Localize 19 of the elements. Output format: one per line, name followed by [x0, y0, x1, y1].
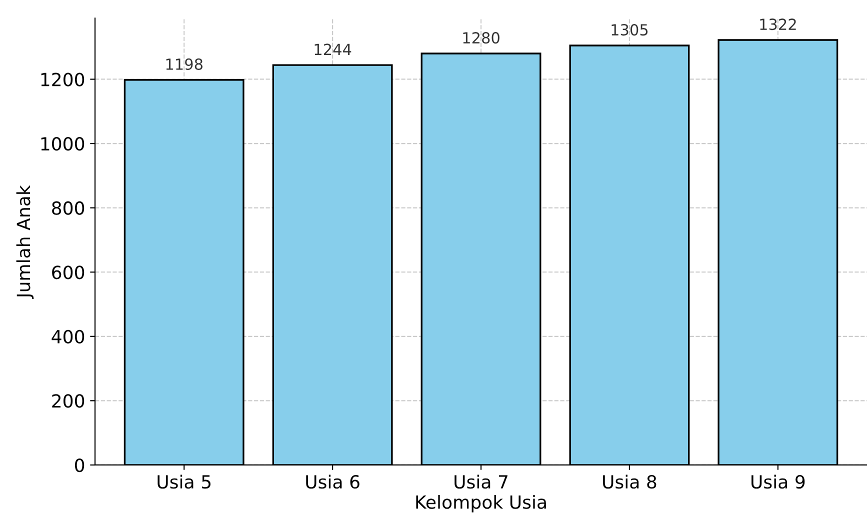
y-tick-label: 400: [52, 330, 84, 344]
x-tick-label: Usia 7: [454, 474, 508, 489]
y-tick-label: 200: [52, 394, 84, 408]
x-tick-label: Usia 8: [603, 474, 656, 489]
data-label: 1198: [166, 58, 202, 70]
y-tick-label: 1200: [41, 72, 84, 86]
data-label: 1322: [760, 18, 796, 30]
x-tick-label: Usia 5: [158, 474, 210, 489]
data-label: 1280: [463, 32, 500, 44]
x-tick-label: Usia 9: [752, 474, 805, 489]
x-tick-label: Usia 6: [306, 474, 360, 489]
y-tick-label: 600: [52, 266, 84, 280]
data-label: 1305: [612, 24, 648, 36]
y-tick-label: 800: [52, 201, 84, 215]
y-tick-label: 0: [75, 458, 84, 472]
y-tick-label: 1000: [41, 136, 84, 151]
y-axis-title: Jumlah Anak: [16, 185, 34, 299]
x-axis-title: Kelompok Usia: [416, 494, 546, 512]
data-label: 1244: [314, 44, 352, 55]
